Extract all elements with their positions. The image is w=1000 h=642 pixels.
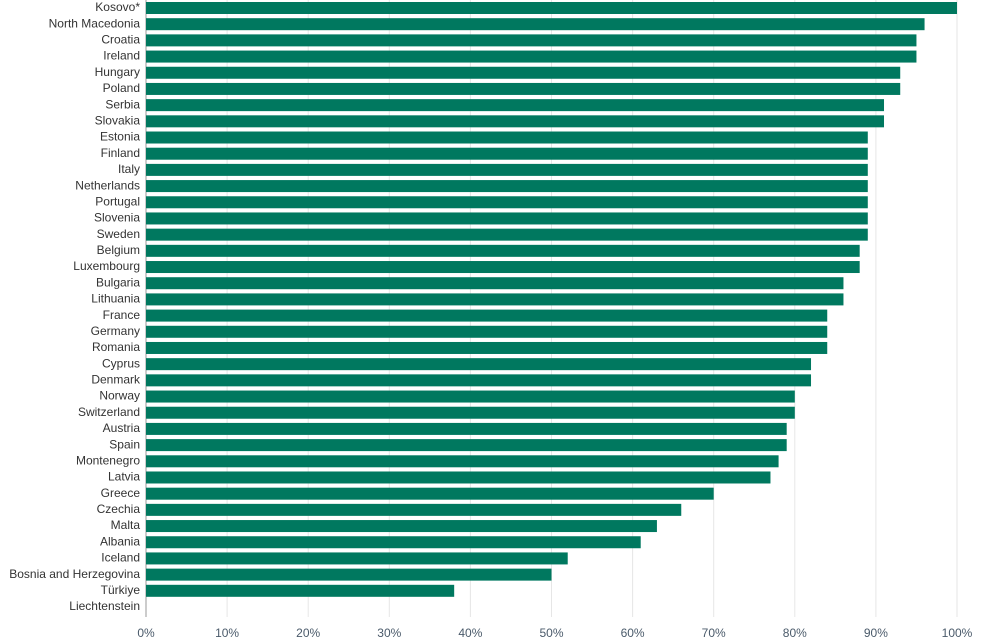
bar [146, 2, 957, 14]
y-tick-label: Romania [92, 340, 140, 354]
y-tick-label: Belgium [97, 243, 140, 257]
y-tick-label: Iceland [101, 551, 140, 565]
bar [146, 568, 552, 581]
bar [146, 293, 844, 306]
y-tick-label: Türkiye [101, 583, 141, 597]
y-tick-label: Czechia [97, 502, 141, 516]
bar [146, 390, 795, 403]
bar [146, 422, 787, 435]
y-tick-label: Malta [111, 518, 141, 532]
bar [146, 277, 844, 290]
x-tick-label: 0% [137, 626, 155, 640]
x-tick-label: 10% [215, 626, 239, 640]
bar [146, 34, 917, 47]
bar [146, 455, 779, 468]
bar [146, 244, 860, 257]
y-tick-label: Germany [91, 324, 140, 338]
y-tick-label: Austria [103, 421, 141, 435]
bar [146, 163, 868, 176]
bar [146, 99, 885, 112]
bar [146, 50, 917, 63]
bar [146, 471, 771, 484]
y-tick-label: Slovakia [95, 113, 141, 127]
y-tick-label: Greece [101, 486, 141, 500]
bar [146, 536, 641, 549]
x-tick-label: 100% [942, 626, 973, 640]
bar [146, 552, 568, 565]
y-tick-label: North Macedonia [49, 16, 141, 30]
bar [146, 309, 828, 322]
x-tick-label: 80% [783, 626, 807, 640]
y-tick-label: Montenegro [76, 453, 140, 467]
bar [146, 131, 868, 144]
bar [146, 212, 868, 225]
bar [146, 487, 714, 500]
x-tick-label: 70% [702, 626, 726, 640]
y-tick-label: Kosovo* [95, 0, 140, 14]
y-tick-label: Italy [118, 162, 140, 176]
y-tick-label: Ireland [103, 49, 140, 63]
bar [146, 325, 828, 338]
x-tick-label: 20% [296, 626, 320, 640]
bar [146, 180, 868, 193]
bar [146, 584, 455, 597]
y-tick-label: Denmark [91, 373, 141, 387]
y-tick-label: Hungary [95, 65, 140, 79]
y-tick-label: Poland [103, 81, 140, 95]
x-tick-label: 60% [621, 626, 645, 640]
y-tick-label: Serbia [105, 97, 140, 111]
y-tick-label: Bosnia and Herzegovina [9, 567, 140, 581]
y-tick-label: Finland [101, 146, 140, 160]
y-tick-label: Estonia [100, 130, 140, 144]
bar [146, 115, 885, 128]
y-tick-label: France [103, 308, 141, 322]
y-tick-label: Portugal [95, 194, 140, 208]
x-tick-label: 90% [864, 626, 888, 640]
bar [146, 358, 812, 371]
bar [146, 261, 860, 274]
y-tick-label: Lithuania [91, 292, 140, 306]
bar [146, 147, 868, 160]
bar [146, 520, 657, 533]
bar [146, 439, 787, 452]
y-tick-label: Norway [99, 389, 140, 403]
bar [146, 196, 868, 209]
x-tick-label: 50% [539, 626, 563, 640]
y-tick-label: Luxembourg [73, 259, 140, 273]
y-tick-label: Spain [109, 437, 140, 451]
y-tick-label: Albania [100, 534, 140, 548]
bar [146, 66, 901, 79]
bar [146, 406, 795, 419]
y-tick-label: Netherlands [75, 178, 140, 192]
bar [146, 374, 812, 387]
bar [146, 18, 925, 31]
x-tick-label: 30% [377, 626, 401, 640]
y-tick-label: Slovenia [94, 211, 140, 225]
bar [146, 228, 868, 241]
y-tick-label: Sweden [97, 227, 140, 241]
bar [146, 82, 901, 95]
y-tick-label: Cyprus [102, 356, 140, 370]
bar [146, 341, 828, 354]
y-tick-label: Latvia [108, 470, 140, 484]
x-tick-label: 40% [458, 626, 482, 640]
y-tick-label: Switzerland [78, 405, 140, 419]
bar [146, 503, 682, 516]
y-tick-label: Bulgaria [96, 275, 140, 289]
y-tick-label: Liechtenstein [69, 599, 140, 613]
y-tick-label: Croatia [101, 33, 140, 47]
